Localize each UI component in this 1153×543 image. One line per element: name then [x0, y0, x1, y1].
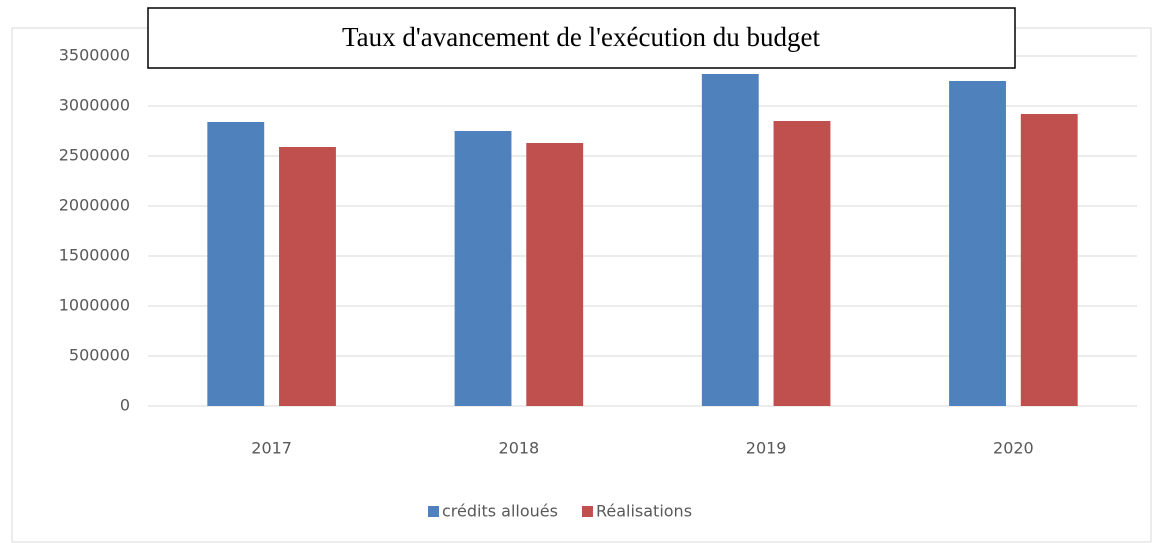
bar [279, 147, 336, 406]
x-tick-label: 2017 [251, 439, 292, 458]
y-tick-label: 2500000 [59, 146, 130, 165]
plot-area: 0 500000 1000000 1500000 2000000 2500000 30000… [59, 46, 1137, 458]
title-box [147, 7, 1016, 69]
bar [701, 74, 759, 406]
legend-label: crédits alloués [442, 502, 558, 521]
legend-swatch [581, 506, 593, 517]
x-tick-label: 2020 [993, 439, 1034, 458]
y-tick-label: 500000 [69, 346, 130, 365]
y-tick-label: 0 [120, 396, 130, 415]
legend: crédits alloués Réalisations [428, 502, 692, 521]
y-tick-label: 1500000 [59, 246, 130, 265]
bar [1020, 114, 1078, 406]
bar [207, 122, 265, 406]
y-tick-label: 3000000 [59, 96, 130, 115]
x-tick-label: 2019 [746, 439, 787, 458]
bar [454, 131, 512, 406]
bar [773, 121, 831, 406]
y-tick-label: 2000000 [59, 196, 130, 215]
y-tick-label: 3500000 [59, 46, 130, 65]
bar [949, 81, 1006, 406]
chart-title: Taux d'avancement de l'exécution du budg… [342, 22, 820, 52]
y-tick-label: 1000000 [59, 296, 130, 315]
bar [526, 143, 584, 406]
legend-label: Réalisations [596, 502, 692, 521]
x-tick-label: 2018 [499, 439, 540, 458]
legend-swatch [428, 506, 439, 517]
